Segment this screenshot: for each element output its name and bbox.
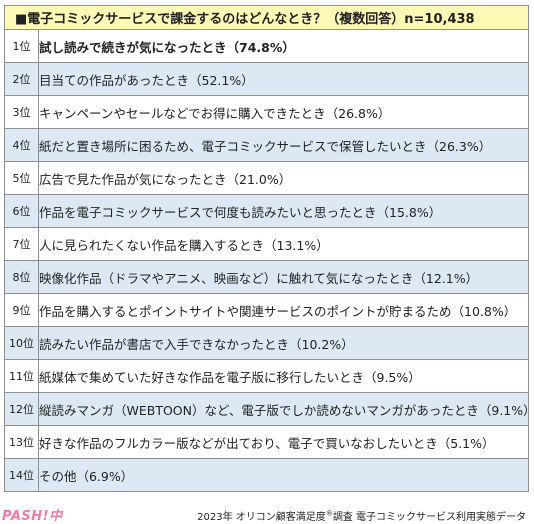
table-row: 8位 映像化作品（ドラマやアニメ、映画など）に触れて気になったとき（12.1%） [4, 260, 529, 294]
answer-cell: 作品を電子コミックサービスで何度も読みたいと思ったとき（15.8%） [38, 194, 529, 228]
rank-cell: 12位 [4, 392, 39, 426]
answer-cell: 作品を購入するとポイントサイトや関連サービスのポイントが貯まるため（10.8%） [38, 293, 529, 327]
answer-cell: 目当ての作品があったとき（52.1%） [38, 62, 529, 96]
rank-cell: 13位 [4, 425, 39, 459]
rank-cell: 5位 [4, 161, 39, 195]
table-row: 12位 縦読みマンガ（WEBTOON）など、電子版でしか読めないマンガがあったとき… [4, 392, 529, 426]
registered-mark: ® [325, 509, 333, 518]
answer-cell: 紙媒体で集めていた好きな作品を電子版に移行したいとき（9.5%） [38, 359, 529, 393]
table-header-row: ■電子コミックサービスで課金するのはどんなとき？（複数回答）n=10,438 [4, 5, 529, 30]
answer-cell: キャンペーンやセールなどでお得に購入できたとき（26.8%） [38, 95, 529, 129]
answer-cell: 試し読みで続きが気になったとき（74.8%） [38, 29, 529, 63]
answer-cell: 人に見られたくない作品を購入するとき（13.1%） [38, 227, 529, 261]
table-row: 3位 キャンペーンやセールなどでお得に購入できたとき（26.8%） [4, 95, 529, 129]
rank-cell: 14位 [4, 458, 39, 492]
answer-cell: 紙だと置き場所に困るため、電子コミックサービスで保管したいとき（26.3%） [38, 128, 529, 162]
answer-cell: 好きな作品のフルカラー版などが出ており、電子で買いなおしたいとき（5.1%） [38, 425, 529, 459]
answer-cell: 広告で見た作品が気になったとき（21.0%） [38, 161, 529, 195]
rank-cell: 10位 [4, 326, 39, 360]
table-row: 4位 紙だと置き場所に困るため、電子コミックサービスで保管したいとき（26.3%） [4, 128, 529, 162]
source-note-suffix: 調査 電子コミックサービス利用実態データ [332, 512, 526, 523]
rank-cell: 6位 [4, 194, 39, 228]
table-row: 9位 作品を購入するとポイントサイトや関連サービスのポイントが貯まるため（10.8… [4, 293, 529, 327]
table-row: 2位 目当ての作品があったとき（52.1%） [4, 62, 529, 96]
table-row: 13位 好きな作品のフルカラー版などが出ており、電子で買いなおしたいとき（5.1%… [4, 425, 529, 459]
rank-cell: 1位 [4, 29, 39, 63]
answer-cell: 縦読みマンガ（WEBTOON）など、電子版でしか読めないマンガがあったとき（9.… [38, 392, 529, 426]
answer-cell: その他（6.9%） [38, 458, 529, 492]
table-row: 10位 読みたい作品が書店で入手できなかったとき（10.2%） [4, 326, 529, 360]
answer-cell: 映像化作品（ドラマやアニメ、映画など）に触れて気になったとき（12.1%） [38, 260, 529, 294]
survey-table: ■電子コミックサービスで課金するのはどんなとき？（複数回答）n=10,438 1… [4, 5, 529, 492]
rank-cell: 9位 [4, 293, 39, 327]
answer-cell: 読みたい作品が書店で入手できなかったとき（10.2%） [38, 326, 529, 360]
source-note-prefix: 2023年 オリコン顧客満足度 [197, 512, 326, 523]
table-row: 5位 広告で見た作品が気になったとき（21.0%） [4, 161, 529, 195]
table-row: 1位 試し読みで続きが気になったとき（74.8%） [4, 29, 529, 63]
table-row: 14位 その他（6.9%） [4, 458, 529, 492]
table-row: 6位 作品を電子コミックサービスで何度も読みたいと思ったとき（15.8%） [4, 194, 529, 228]
rank-cell: 3位 [4, 95, 39, 129]
rank-cell: 8位 [4, 260, 39, 294]
table-title: ■電子コミックサービスで課金するのはどんなとき？（複数回答）n=10,438 [4, 5, 529, 30]
rank-cell: 4位 [4, 128, 39, 162]
table-row: 11位 紙媒体で集めていた好きな作品を電子版に移行したいとき（9.5%） [4, 359, 529, 393]
source-note: 2023年 オリコン顧客満足度®調査 電子コミックサービス利用実態データ [197, 508, 526, 523]
rank-cell: 11位 [4, 359, 39, 393]
table-body: 1位 試し読みで続きが気になったとき（74.8%） 2位 目当ての作品があったとき（5… [4, 29, 529, 492]
rank-cell: 2位 [4, 62, 39, 96]
table-row: 7位 人に見られたくない作品を購入するとき（13.1%） [4, 227, 529, 261]
pash-logo: PASH!中 [2, 509, 63, 524]
rank-cell: 7位 [4, 227, 39, 261]
